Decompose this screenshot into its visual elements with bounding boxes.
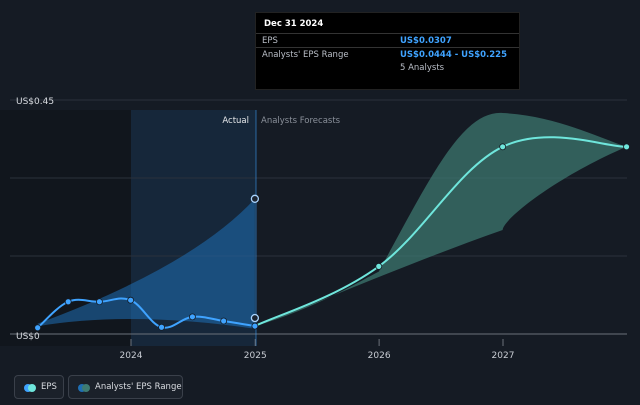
range-area-actual — [37, 198, 255, 329]
eps-point — [158, 323, 165, 331]
region-label-forecast: Analysts Forecasts — [261, 116, 341, 126]
range-area-forecast — [254, 112, 627, 327]
eps-point — [96, 298, 103, 306]
highlight-point — [250, 194, 260, 203]
legend-swatch-secondary — [28, 384, 36, 392]
eps-point — [127, 296, 135, 304]
eps-forecast-line — [254, 136, 627, 327]
tooltip-row-eps: EPS US$0.0307 — [256, 33, 519, 48]
tooltip-row-analysts: 5 Analysts — [256, 61, 519, 75]
eps-forecast-point — [623, 143, 630, 151]
tooltip-row-label: Analysts' EPS Range — [262, 50, 349, 60]
legend-label: Analysts' EPS Range — [95, 382, 182, 392]
tooltip-row-value: US$0.0444 - US$0.225 — [400, 50, 508, 60]
x-tick-label: 2026 — [368, 351, 391, 361]
points — [34, 143, 630, 332]
ranges — [37, 112, 627, 329]
labels: US$0.45 US$0 Actual Analysts Forecasts — [16, 97, 341, 342]
tooltip: Dec 31 2024 EPS US$0.0307 Analysts' EPS … — [255, 12, 520, 90]
highlight-point — [250, 313, 260, 323]
eps-forecast-point — [375, 262, 383, 270]
x-axis: 2024 2025 2026 2027 — [120, 339, 515, 361]
eps-point — [251, 322, 259, 330]
eps-point — [220, 317, 228, 325]
region-label-actual: Actual — [222, 116, 249, 126]
eps-point — [189, 313, 196, 321]
eps-point — [34, 324, 42, 332]
tooltip-row-value: US$0.0307 — [400, 36, 452, 46]
tooltip-row-range: Analysts' EPS Range US$0.0444 - US$0.225 — [256, 47, 519, 62]
legend-item-eps[interactable]: EPS — [14, 375, 64, 399]
y-axis-top-label: US$0.45 — [16, 97, 54, 107]
legend-label: EPS — [41, 382, 57, 392]
x-tick-label: 2025 — [244, 351, 267, 361]
eps-forecast-point — [499, 143, 507, 151]
tooltip-title: Dec 31 2024 — [264, 19, 324, 29]
y-axis-bottom-label: US$0 — [16, 332, 40, 342]
legend-item-range[interactable]: Analysts' EPS Range — [68, 375, 183, 399]
x-tick-label: 2024 — [120, 351, 143, 361]
legend-swatch-secondary — [82, 384, 90, 392]
x-tick-label: 2027 — [492, 351, 515, 361]
eps-point — [64, 298, 72, 306]
tooltip-row-value: 5 Analysts — [400, 63, 445, 73]
tooltip-row-label: EPS — [262, 36, 278, 46]
